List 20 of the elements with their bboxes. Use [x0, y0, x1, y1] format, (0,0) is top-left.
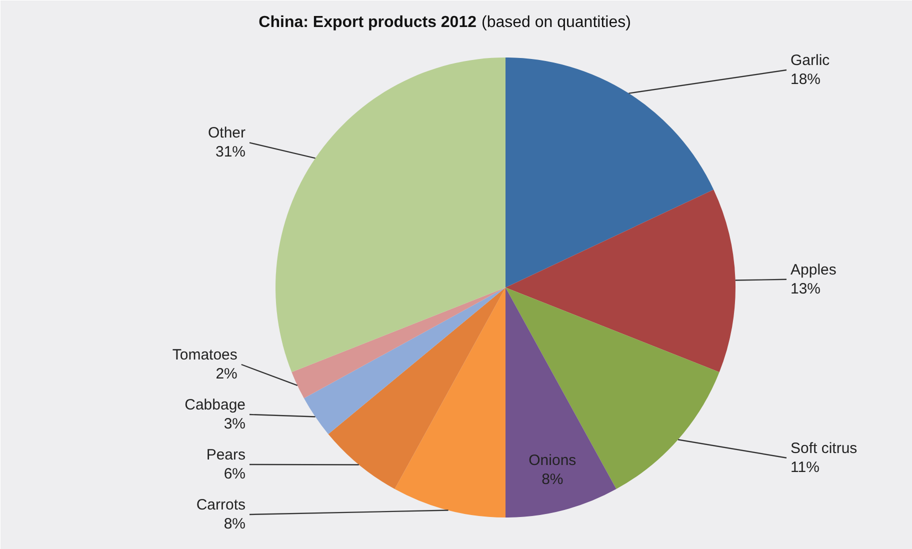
slice-label: Tomatoes: [172, 346, 238, 364]
data-label: 31%: [215, 144, 246, 161]
data-label: 13%: [790, 280, 821, 298]
slice-label: Pears: [206, 446, 246, 464]
slice-label: Onions: [528, 452, 576, 470]
data-label: 6%: [224, 466, 246, 482]
data-label: 3%: [224, 416, 246, 432]
slice-label: Other: [208, 124, 246, 142]
data-label: 11%: [790, 458, 820, 476]
chart-subtitle: (based on quantities): [482, 14, 631, 31]
data-label: 8%: [224, 516, 246, 532]
slice-label: Apples: [790, 261, 836, 278]
chart-title: China: Export products 2012: [258, 14, 477, 31]
slice-label: Cabbage: [184, 396, 246, 414]
data-label: 2%: [216, 366, 238, 382]
slice-label: Carrots: [196, 496, 246, 514]
data-label: 18%: [790, 71, 821, 88]
data-label: 8%: [542, 471, 564, 488]
slice-label: Garlic: [790, 52, 830, 69]
slice-label: Soft citrus: [790, 440, 858, 457]
